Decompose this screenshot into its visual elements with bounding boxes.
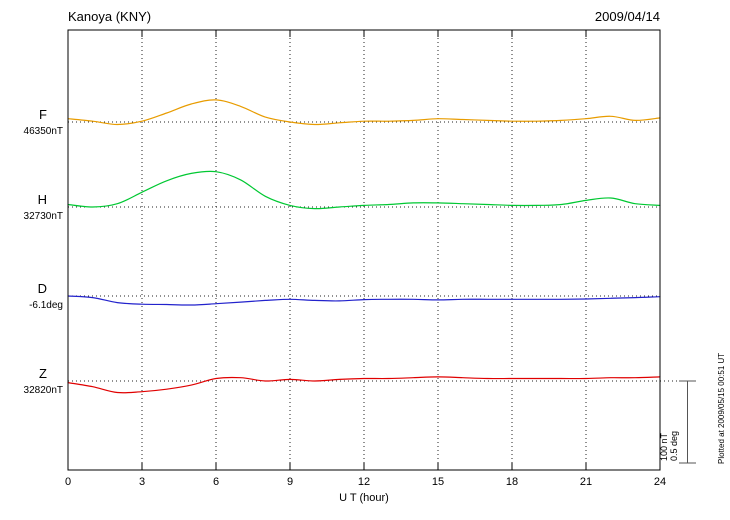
- grid-layer: [141, 30, 587, 470]
- x-tick-label-21: 21: [580, 476, 592, 488]
- trace-H: [67, 170, 661, 210]
- channel-baseline-value-D: -6.1deg: [29, 300, 63, 311]
- x-tick-label-9: 9: [287, 476, 293, 488]
- channel-baseline-value-F: 46350nT: [24, 126, 63, 137]
- channel-letter-H: H: [38, 192, 47, 207]
- x-tick-label-6: 6: [213, 476, 219, 488]
- trace-Z: [67, 376, 661, 394]
- x-axis-layer: 0 3 6 9 12 15 18 21 24: [65, 30, 666, 488]
- channel-baseline-value-Z: 32820nT: [24, 385, 63, 396]
- channel-baseline-value-H: 32730nT: [24, 211, 63, 222]
- scale-label-nt: 100 nT: [659, 432, 669, 461]
- plotted-at-note: Plotted at 2009/05/15 00:51 UT: [717, 353, 726, 464]
- trace-D: [67, 295, 661, 306]
- x-axis-title: U T (hour): [339, 492, 389, 504]
- channel-letter-Z: Z: [39, 366, 47, 381]
- channel-label-layer: F 46350nT H 32730nT D -6.1deg Z 32820nT: [24, 107, 63, 396]
- channel-letter-F: F: [39, 107, 47, 122]
- baseline-layer: [68, 121, 696, 382]
- channel-letter-D: D: [38, 281, 47, 296]
- trace-layer: [67, 99, 661, 394]
- station-title: Kanoya (KNY): [68, 9, 151, 24]
- x-tick-label-0: 0: [65, 476, 71, 488]
- trace-F: [67, 99, 661, 126]
- plot-frame: [67, 29, 661, 471]
- x-tick-label-12: 12: [358, 476, 370, 488]
- x-tick-label-15: 15: [432, 476, 444, 488]
- scale-label-deg: 0.5 deg: [669, 431, 679, 461]
- date-label: 2009/04/14: [595, 9, 660, 24]
- x-tick-label-18: 18: [506, 476, 518, 488]
- scale-bar: 100 nT 0.5 deg: [659, 380, 696, 464]
- x-tick-label-3: 3: [139, 476, 145, 488]
- x-tick-label-24: 24: [654, 476, 666, 488]
